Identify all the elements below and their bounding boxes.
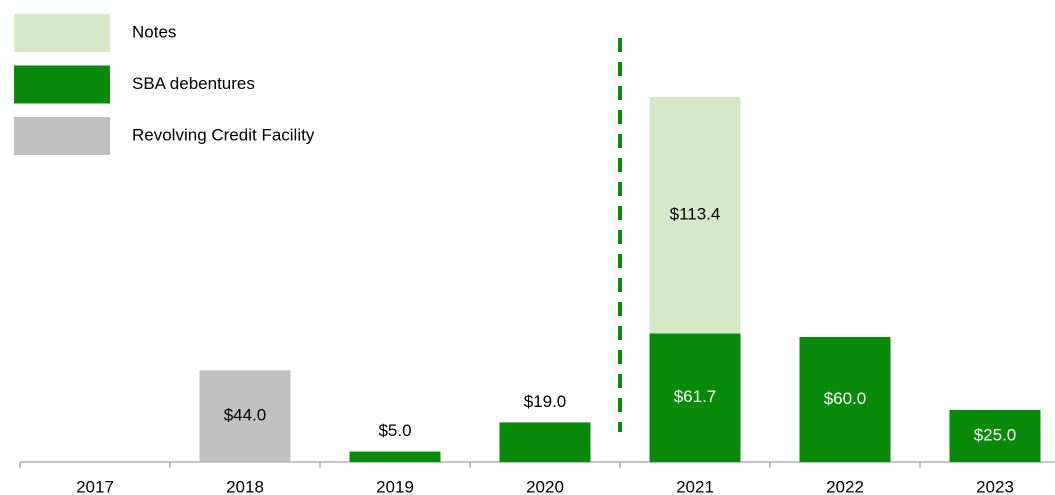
x-tick-label: 2017 [76, 477, 114, 495]
value-label: $5.0 [378, 421, 411, 440]
x-tick-label: 2020 [526, 477, 564, 495]
x-tick-label: 2019 [376, 477, 414, 495]
x-tick-label: 2018 [226, 477, 264, 495]
value-label: $44.0 [224, 406, 267, 425]
bar [649, 97, 741, 334]
legend-swatch [14, 65, 110, 104]
bar [799, 336, 891, 462]
value-label: $113.4 [670, 205, 721, 224]
x-tick-label: 2021 [676, 477, 714, 495]
value-label: $25.0 [974, 425, 1017, 444]
x-tick-label: 2022 [826, 477, 864, 495]
value-label: $19.0 [524, 392, 567, 411]
bar [349, 451, 441, 462]
value-label: $61.7 [674, 387, 717, 406]
legend-swatch [14, 14, 110, 52]
x-tick-label: 2023 [976, 477, 1014, 495]
bar [649, 333, 741, 462]
legend-swatch [14, 117, 110, 155]
bar [499, 422, 591, 462]
bar [949, 409, 1041, 462]
legend-label: Revolving Credit Facility [132, 125, 315, 144]
legend-label: SBA debentures [132, 74, 255, 93]
value-label: $60.0 [824, 389, 867, 408]
bar [199, 370, 291, 462]
legend-label: Notes [132, 22, 176, 41]
